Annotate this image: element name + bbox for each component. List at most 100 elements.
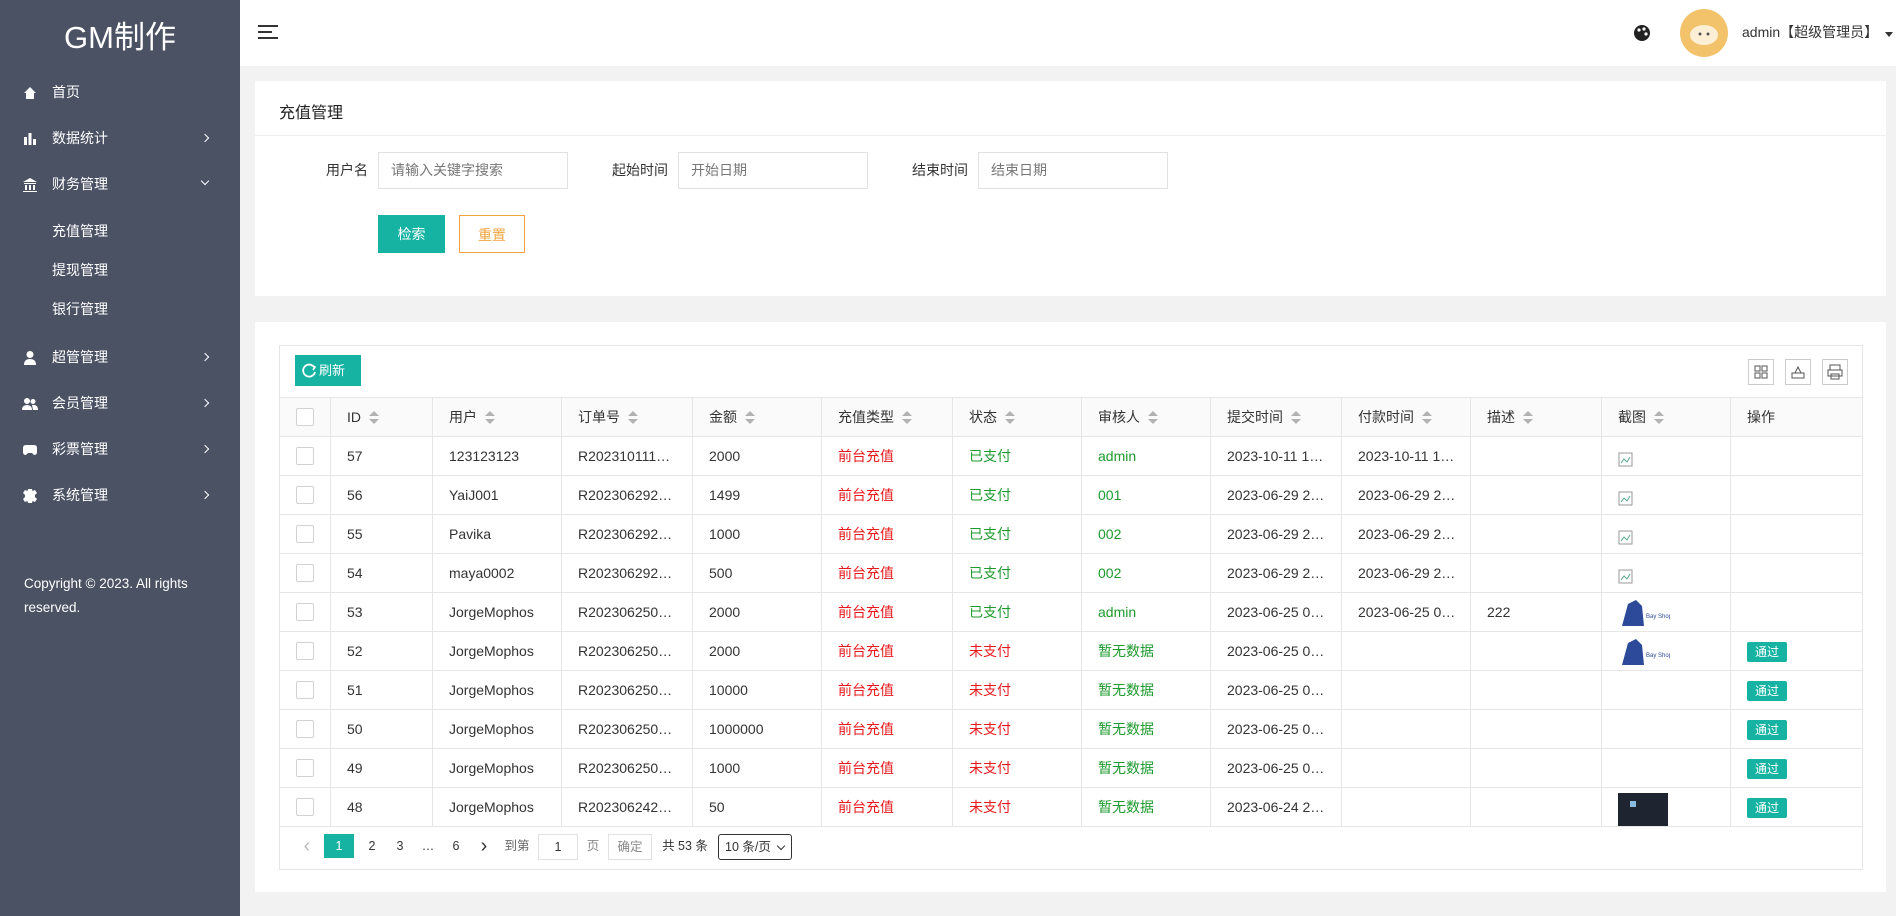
menu-item[interactable]: 数据统计: [0, 118, 240, 158]
sort-icon[interactable]: [1291, 411, 1301, 425]
checkbox[interactable]: [296, 759, 314, 777]
sort-icon[interactable]: [628, 411, 638, 425]
reset-button[interactable]: 重置: [459, 215, 525, 253]
checkbox[interactable]: [296, 681, 314, 699]
menu-item[interactable]: 超管管理: [0, 337, 240, 377]
screenshot-thumb[interactable]: [1618, 487, 1634, 506]
sort-icon[interactable]: [485, 411, 495, 425]
checkbox[interactable]: [296, 603, 314, 621]
header-cell: [280, 398, 331, 437]
prev-page[interactable]: ‹: [303, 835, 311, 857]
columns-icon[interactable]: [1748, 359, 1774, 385]
checkbox[interactable]: [296, 642, 314, 660]
row-cell: 54: [331, 554, 433, 593]
goto-input[interactable]: 1: [538, 834, 578, 860]
cell-text: R202306292…: [578, 487, 673, 503]
row-cell: JorgeMophos: [433, 593, 562, 632]
cell-text: 1000: [709, 526, 741, 542]
checkbox[interactable]: [296, 525, 314, 543]
cell-text: 1499: [709, 487, 741, 503]
checkbox[interactable]: [296, 798, 314, 816]
menu-item[interactable]: 财务管理: [0, 164, 240, 204]
cell-text: 2023-10-11 1…: [1227, 448, 1324, 464]
cell-text: JorgeMophos: [449, 721, 534, 737]
page-button[interactable]: 2: [368, 839, 376, 853]
cell-text: 2023-06-25 0…: [1358, 604, 1456, 620]
sort-icon[interactable]: [369, 411, 379, 425]
sort-icon[interactable]: [1523, 411, 1533, 425]
checkbox[interactable]: [296, 447, 314, 465]
submenu-item[interactable]: 银行管理: [52, 301, 108, 317]
row-cell: 002: [1082, 554, 1211, 593]
screenshot-thumb[interactable]: [1618, 526, 1634, 545]
row-cell: 123123123: [433, 437, 562, 476]
sort-icon[interactable]: [902, 411, 912, 425]
field-input[interactable]: 开始日期: [678, 152, 868, 189]
user-name[interactable]: admin【超级管理员】: [1742, 24, 1879, 40]
row-cell: 已支付: [953, 593, 1082, 632]
screenshot-thumb[interactable]: Bay Shop: [1618, 639, 1673, 666]
field-input[interactable]: 请输入关键字搜索: [378, 152, 568, 189]
header-cell: 截图: [1602, 398, 1731, 437]
approve-button[interactable]: 通过: [1747, 720, 1788, 741]
page-button[interactable]: 1: [324, 834, 354, 858]
row-cell: 前台充值: [822, 437, 953, 476]
page-button[interactable]: 3: [396, 839, 404, 853]
field-input[interactable]: 结束日期: [978, 152, 1168, 189]
screenshot-thumb[interactable]: [1618, 448, 1634, 467]
sort-icon[interactable]: [1005, 411, 1015, 425]
export-icon[interactable]: [1785, 359, 1811, 385]
row-cell: [280, 515, 331, 554]
approve-button[interactable]: 通过: [1747, 681, 1788, 702]
approve-button[interactable]: 通过: [1747, 798, 1788, 819]
header-cell: 提交时间: [1211, 398, 1342, 437]
sort-icon[interactable]: [1422, 411, 1432, 425]
checkbox[interactable]: [296, 408, 314, 426]
confirm-button[interactable]: 确定: [608, 834, 652, 860]
cell-text: Pavika: [449, 526, 492, 542]
row-cell: 2023-10-11 1…: [1211, 437, 1342, 476]
sort-icon[interactable]: [1148, 411, 1158, 425]
menu-item[interactable]: 首页: [0, 72, 240, 112]
search-button[interactable]: 检索: [378, 215, 445, 253]
cell-text: 前台充值: [838, 721, 894, 737]
page-size[interactable]: 10 条/页: [718, 834, 792, 860]
row-cell: 2023-06-24 2…: [1211, 788, 1342, 827]
row-cell: [1602, 710, 1731, 749]
cell-text: JorgeMophos: [449, 604, 534, 620]
sort-icon[interactable]: [745, 411, 755, 425]
checkbox[interactable]: [296, 720, 314, 738]
row-cell: [1602, 554, 1731, 593]
row-cell: JorgeMophos: [433, 632, 562, 671]
sidebar: GM制作 首页 数据统计 财务管理 充值管理 提现管理 银行管理 超管管理 会员管理 彩票管理系…: [0, 0, 240, 916]
menu-item[interactable]: 系统管理: [0, 475, 240, 515]
page-button[interactable]: 6: [452, 839, 460, 853]
page-button[interactable]: …: [421, 839, 435, 853]
header-cell: 状态: [953, 398, 1082, 437]
approve-button[interactable]: 通过: [1747, 759, 1788, 780]
checkbox[interactable]: [296, 564, 314, 582]
menu-item[interactable]: 彩票管理: [0, 429, 240, 469]
cell-text: 2023-06-29 2…: [1227, 487, 1325, 503]
cell-text: R202306242…: [578, 799, 673, 815]
menu-item[interactable]: 会员管理: [0, 383, 240, 423]
refresh-button[interactable]: 刷新: [295, 355, 361, 386]
print-icon[interactable]: [1822, 359, 1848, 385]
row-cell: 2023-06-25 0…: [1211, 749, 1342, 788]
screenshot-thumb[interactable]: [1618, 793, 1668, 826]
cell-text: 未支付: [969, 799, 1011, 815]
row-cell: 前台充值: [822, 554, 953, 593]
screenshot-thumb[interactable]: Bay Shop: [1618, 600, 1673, 627]
screenshot-thumb[interactable]: [1618, 565, 1634, 584]
menu-toggle[interactable]: [258, 24, 278, 40]
sort-icon[interactable]: [1654, 411, 1664, 425]
approve-button[interactable]: 通过: [1747, 642, 1788, 663]
theme-icon[interactable]: [1633, 24, 1651, 42]
menu-arrow: [200, 176, 210, 186]
checkbox[interactable]: [296, 486, 314, 504]
avatar[interactable]: [1680, 9, 1728, 57]
submenu-item[interactable]: 充值管理: [52, 223, 108, 239]
cell-text: 2023-06-29 2…: [1227, 526, 1325, 542]
next-page[interactable]: ›: [480, 835, 488, 857]
submenu-item[interactable]: 提现管理: [52, 262, 108, 278]
